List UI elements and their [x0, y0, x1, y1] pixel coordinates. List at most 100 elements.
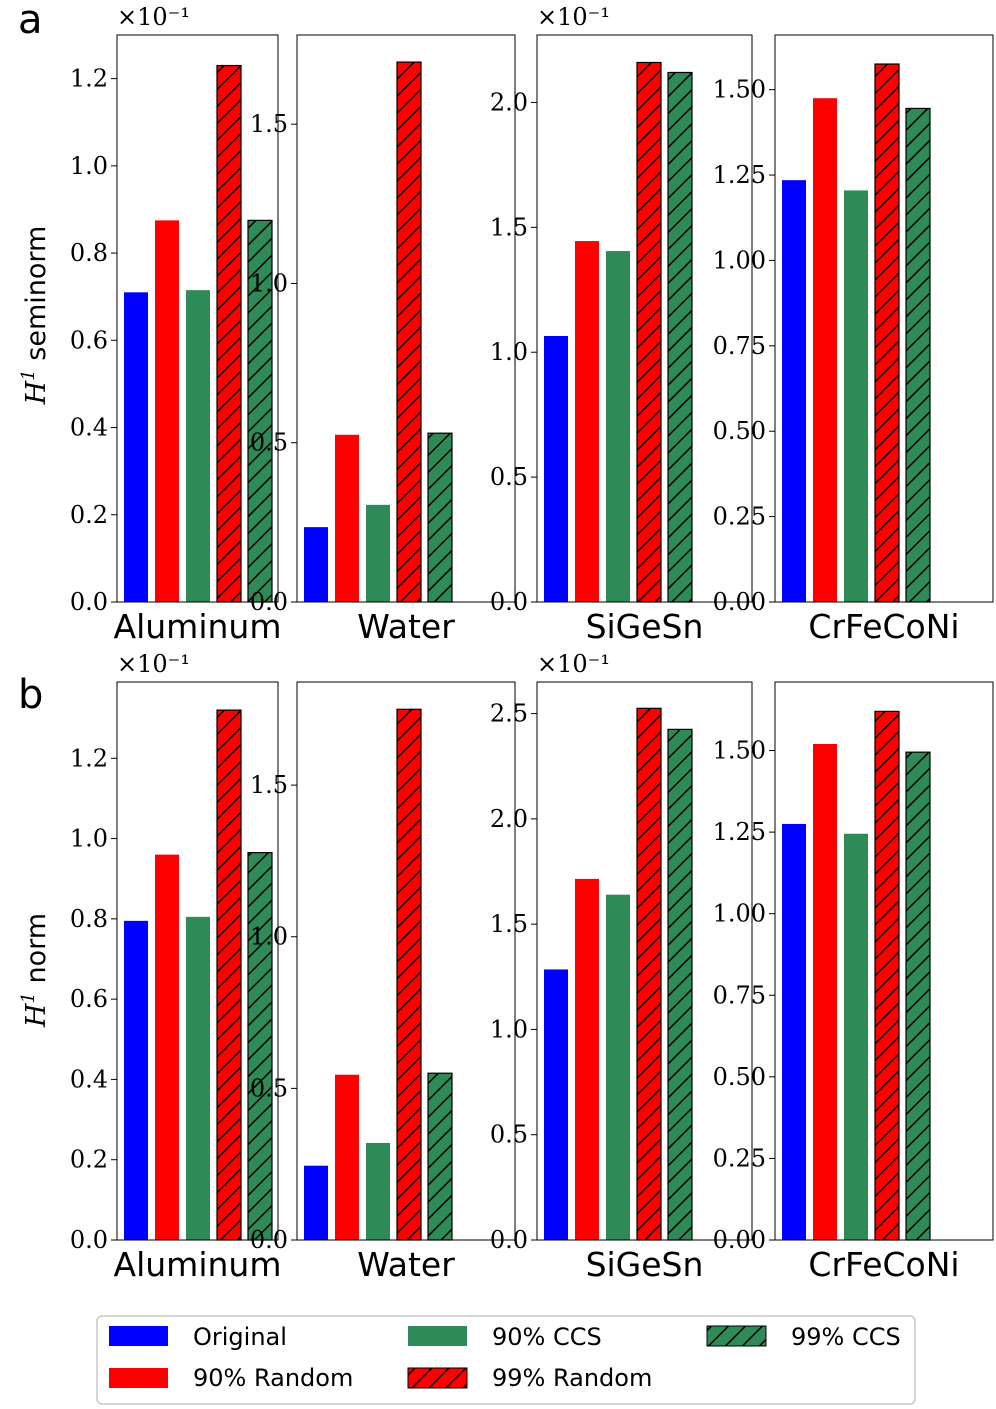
axes-frame — [296, 681, 516, 1241]
axes-frame — [774, 681, 994, 1241]
y-axis-label-row-a: H1 seminorm — [18, 226, 52, 406]
y-tick-label: 1.0 — [70, 825, 108, 853]
bar-original — [782, 180, 806, 603]
axes-frame — [116, 34, 279, 603]
y-tick-label: 0.0 — [250, 588, 288, 616]
y-tick-label: 0.0 — [490, 588, 528, 616]
y-tick-label: 2.0 — [490, 88, 528, 116]
subplot-aluminum-a: 0.0 0.2 0.4 0.6 0.8 1.0 1.2 ×10⁻¹ Aluminum — [70, 3, 282, 646]
axes-frame — [536, 681, 753, 1241]
bar-90-ccs — [606, 894, 630, 1240]
bar-90-random — [335, 434, 359, 602]
y-tick-label: 1.5 — [490, 213, 528, 241]
subplot-aluminum-b: 0.0 0.2 0.4 0.6 0.8 1.0 1.2 ×10⁻¹ Aluminum — [70, 650, 282, 1284]
y-tick-label: 0.0 — [490, 1226, 528, 1254]
subplot-sigesn-b: 0.0 0.5 1.0 1.5 2.0 2.5 ×10⁻¹ SiGeSn — [490, 650, 753, 1284]
bar-90-random — [335, 1074, 359, 1240]
x-axis-label: SiGeSn — [586, 1245, 704, 1284]
axes-frame — [536, 34, 753, 603]
x-axis-label: Aluminum — [114, 607, 282, 646]
bar-99-ccs — [247, 852, 273, 1241]
bar-99-random — [874, 710, 900, 1241]
bar-99-ccs — [427, 432, 453, 603]
bar-90-random — [813, 98, 837, 602]
y-tick-label: 0.75 — [713, 981, 766, 1009]
legend-swatch-99-random — [407, 1367, 468, 1389]
bar-99-random — [636, 707, 662, 1241]
y-tick-label: 0.0 — [70, 1226, 108, 1254]
y-tick-label: 0.50 — [713, 417, 766, 445]
bar-90-random — [575, 878, 599, 1240]
axis-multiplier: ×10⁻¹ — [537, 3, 610, 31]
legend-label-90-random: 90% Random — [193, 1364, 353, 1392]
bar-90-ccs — [606, 251, 630, 602]
bar-99-ccs — [667, 71, 693, 603]
y-tick-label: 0.5 — [250, 429, 288, 457]
y-tick-label: 0.00 — [713, 1226, 766, 1254]
axis-multiplier: ×10⁻¹ — [117, 650, 190, 678]
y-tick-label: 0.5 — [250, 1074, 288, 1102]
y-tick-label: 1.50 — [713, 76, 766, 104]
y-tick-label: 1.0 — [250, 269, 288, 297]
y-tick-label: 0.0 — [250, 1226, 288, 1254]
y-tick-label: 0.6 — [70, 326, 108, 354]
y-tick-label: 0.8 — [70, 239, 108, 267]
y-tick-label: 1.0 — [490, 338, 528, 366]
y-tick-label: 2.5 — [490, 700, 528, 728]
y-tick-label: 0.75 — [713, 332, 766, 360]
bar-90-ccs — [844, 190, 868, 602]
bar-original — [304, 527, 328, 602]
y-tick-label: 0.5 — [490, 1121, 528, 1149]
x-axis-label: SiGeSn — [586, 607, 704, 646]
subplot-water-b: 0.0 0.5 1.0 1.5 Water — [250, 681, 516, 1284]
axes-frame — [296, 34, 516, 603]
bar-99-random — [396, 61, 422, 603]
y-tick-label: 0.5 — [490, 463, 528, 491]
y-tick-label: 1.5 — [250, 771, 288, 799]
y-tick-label: 1.0 — [250, 923, 288, 951]
bar-90-ccs — [366, 1142, 390, 1240]
bar-99-random — [216, 709, 242, 1241]
legend-label-99-random: 99% Random — [492, 1364, 652, 1392]
bar-99-random — [396, 708, 422, 1241]
subplot-sigesn-a: 0.0 0.5 1.0 1.5 2.0 ×10⁻¹ SiGeSn — [490, 3, 753, 646]
bar-90-ccs — [844, 833, 868, 1240]
subplot-crfeconi-a: 0.00 0.25 0.50 0.75 1.00 1.25 1.50 CrFeCoNi — [713, 34, 994, 646]
bar-99-random — [216, 64, 242, 603]
legend-label-99-ccs: 99% CCS — [791, 1323, 901, 1351]
subplots: 0.00.20.40.60.81.01.2×10⁻¹Aluminum0.00.5… — [70, 3, 994, 1284]
bar-90-ccs — [366, 504, 390, 602]
legend-label-original: Original — [193, 1323, 287, 1351]
panel-letter-a: a — [18, 0, 43, 43]
x-axis-label: Aluminum — [114, 1245, 282, 1284]
bar-99-ccs — [905, 751, 931, 1241]
y-tick-label: 0.4 — [70, 1065, 108, 1093]
y-tick-label: 1.25 — [713, 161, 766, 189]
y-tick-label: 0.00 — [713, 588, 766, 616]
x-axis-label: CrFeCoNi — [808, 1245, 959, 1284]
bar-99-ccs — [247, 219, 273, 603]
bar-90-random — [813, 744, 837, 1240]
legend-swatch-99-ccs — [706, 1325, 767, 1347]
bar-99-ccs — [667, 728, 693, 1241]
legend-label-90-ccs: 90% CCS — [492, 1323, 602, 1351]
y-tick-label: 0.25 — [713, 503, 766, 531]
bar-original — [782, 823, 806, 1240]
subplot-water-a: 0.0 0.5 1.0 1.5 Water — [250, 34, 516, 646]
y-tick-label: 0.0 — [70, 588, 108, 616]
bar-original — [124, 292, 148, 602]
panel-letter-b: b — [18, 672, 43, 718]
legend-swatch-original — [109, 1326, 168, 1346]
y-tick-label: 1.0 — [490, 1015, 528, 1043]
bar-original — [304, 1165, 328, 1240]
y-tick-label: 0.8 — [70, 905, 108, 933]
bar-original — [544, 969, 568, 1240]
y-tick-label: 1.5 — [490, 910, 528, 938]
y-tick-label: 0.50 — [713, 1063, 766, 1091]
bar-90-random — [155, 854, 179, 1240]
y-tick-label: 1.2 — [70, 65, 108, 93]
y-tick-label: 0.25 — [713, 1144, 766, 1172]
x-axis-label: Water — [357, 607, 455, 646]
y-tick-label: 1.25 — [713, 818, 766, 846]
